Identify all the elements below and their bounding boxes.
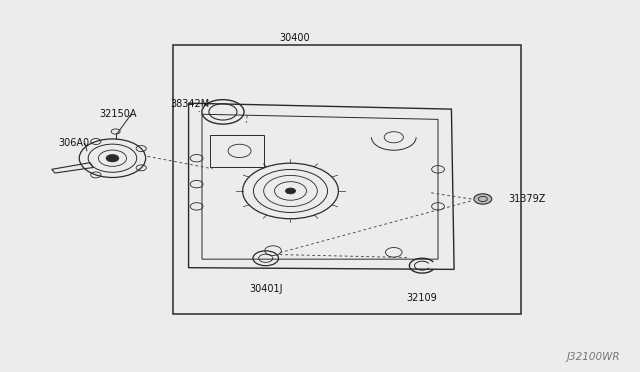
Text: 306A0: 306A0 <box>58 138 90 148</box>
Bar <box>173 45 521 314</box>
Text: 31379Z: 31379Z <box>508 194 546 204</box>
Text: J32100WR: J32100WR <box>566 352 620 362</box>
Circle shape <box>106 154 119 162</box>
Text: 30401J: 30401J <box>249 284 282 294</box>
Text: 32109: 32109 <box>407 294 438 304</box>
Text: 32150A: 32150A <box>100 109 137 119</box>
Text: 30400: 30400 <box>279 33 310 43</box>
Text: 38342M: 38342M <box>170 99 209 109</box>
Bar <box>210 135 264 167</box>
Circle shape <box>285 188 296 194</box>
Circle shape <box>474 194 492 204</box>
